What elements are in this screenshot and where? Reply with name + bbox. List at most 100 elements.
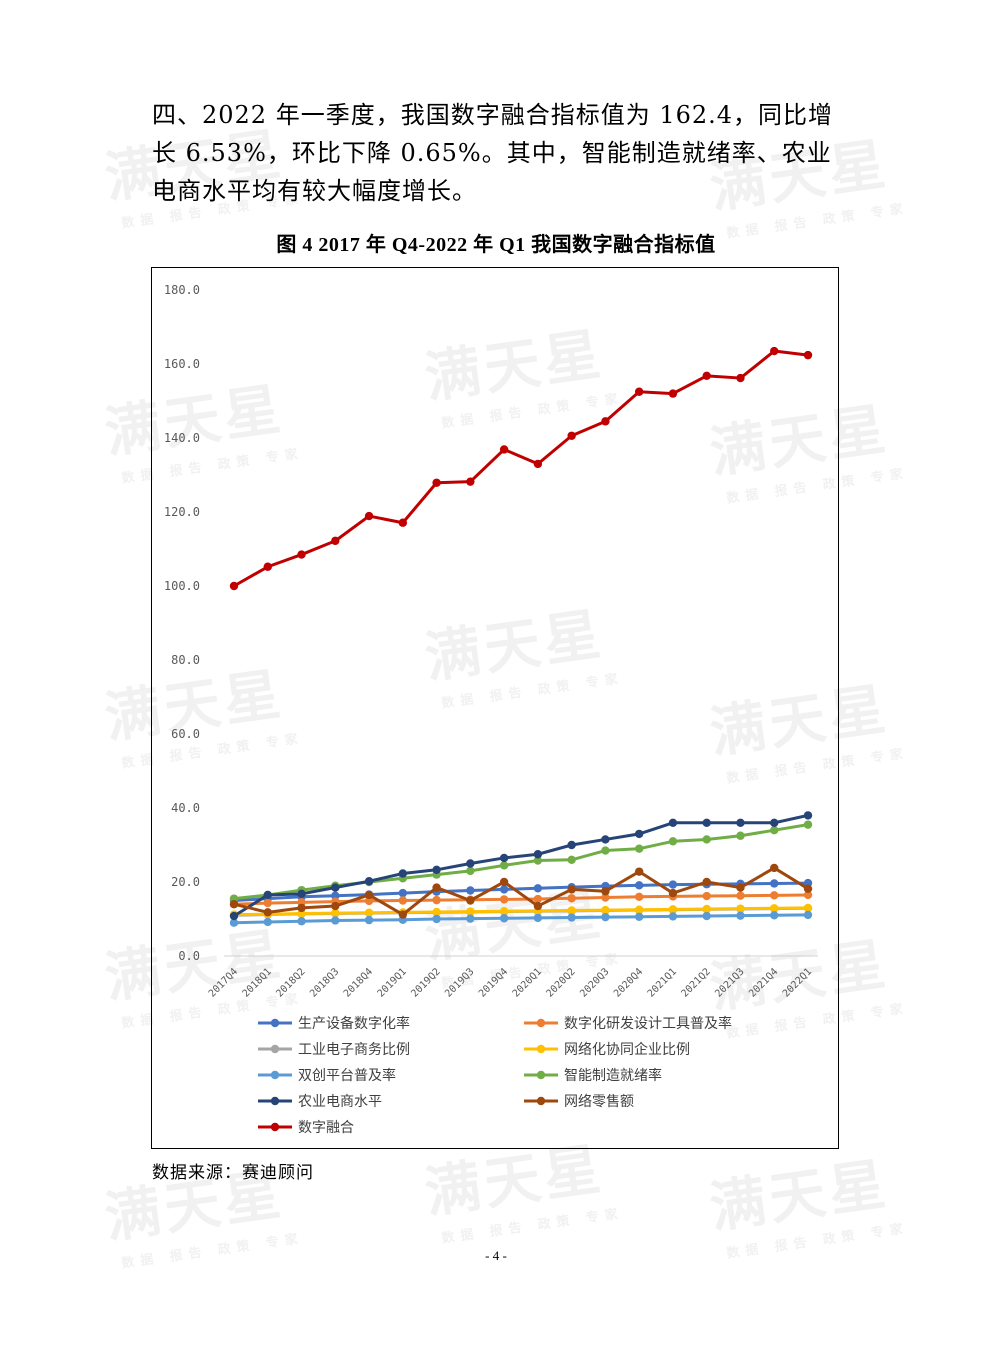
data-point [668,888,678,898]
legend-entry: 生产设备数字化率 [298,1015,410,1032]
data-point [567,913,576,922]
data-point [297,917,306,926]
data-point [499,445,509,454]
data-point [229,900,239,909]
data-point [466,886,475,895]
x-tick-label: 2019Q3 [443,966,476,999]
x-tick-label: 2020Q3 [578,966,611,999]
data-point [634,387,644,396]
data-point [634,829,644,839]
data-point [229,911,239,921]
data-point [770,818,779,827]
legend-entry: 网络零售额 [564,1094,634,1110]
data-point [398,910,408,919]
data-point [533,884,543,893]
data-point [432,478,441,487]
data-point [601,887,610,896]
y-tick-label: 60.0 [171,727,200,741]
data-point [297,903,306,913]
data-point [466,907,475,916]
data-point [499,907,509,916]
y-tick-label: 120.0 [164,505,200,519]
legend-swatch-marker [270,1018,280,1028]
data-point [736,891,745,900]
chart-frame: 0.0 20.0 40.0 60.0 80.0 100.0 120.0 140.0 160.0 1… [151,267,839,1149]
data-point [702,891,711,901]
body-paragraph: 四、2022 年一季度，我国数字融合指标值为 162.4，同比增长 6.53%，… [152,101,834,205]
legend-entry: 双创平台普及率 [298,1067,396,1084]
y-tick-label: 0.0 [178,949,200,963]
data-point [736,904,745,913]
data-point [263,898,272,908]
data-point [803,884,813,893]
x-tick-label: 2020Q2 [544,966,577,999]
data-point [702,818,711,827]
data-point [601,835,610,844]
legend-entry: 数字化研发设计工具普及率 [564,1015,732,1032]
data-point [668,389,678,398]
data-point [736,373,745,383]
x-tick-label: 2020Q4 [612,966,645,999]
data-point [364,908,374,917]
data-point [668,818,678,827]
data-point [432,907,441,917]
data-point [601,912,610,922]
data-point [770,904,779,913]
data-point [634,905,644,914]
data-point [601,905,610,915]
data-point [263,908,272,917]
data-point [499,914,509,923]
data-point [398,869,408,878]
data-point [466,859,475,868]
legend-swatch-marker [270,1070,280,1080]
data-point [770,911,779,920]
data-point [736,831,745,840]
data-point [567,906,576,915]
data-point [533,913,543,923]
data-point [364,890,374,900]
legend-entry: 工业电子商务比例 [298,1042,410,1058]
watermark: 满天星 数据 报告 政策 专家 [705,1151,910,1262]
x-tick-label: 2019Q2 [409,966,442,999]
data-point [770,826,779,835]
data-point [398,888,408,898]
series-line [233,349,809,588]
data-point [702,877,711,887]
data-point [263,562,272,571]
data-point [634,892,644,901]
data-point [601,417,610,426]
legend-swatch-marker [536,1044,546,1054]
series-line [233,813,809,918]
legend-entry: 网络化协同企业比例 [564,1041,690,1058]
data-point [803,910,813,920]
x-tick-label: 2019Q1 [376,966,409,999]
legend-swatch-marker [270,1096,280,1106]
data-point [601,846,610,855]
data-source: 数据来源：赛迪顾问 [152,1163,314,1183]
x-tick-label: 2017Q4 [207,966,240,999]
y-tick-label: 100.0 [164,579,200,593]
data-point [331,891,340,900]
x-tick-label: 2018Q1 [241,966,274,999]
x-tick-label: 2020Q1 [511,966,544,999]
y-tick-label: 180.0 [164,283,200,297]
data-point [668,905,678,914]
data-point [432,883,441,892]
data-point [364,896,374,906]
data-point [668,837,678,846]
data-point [297,889,306,899]
data-point [229,581,239,591]
data-point [770,891,779,900]
x-tick-label: 2021Q4 [747,966,780,999]
x-tick-label: 2018Q4 [342,966,375,999]
data-point [770,346,779,356]
data-point [702,904,711,914]
series-line [233,823,809,901]
y-tick-label: 140.0 [164,431,200,445]
series-line [233,906,809,917]
x-tick-label: 2018Q2 [274,966,307,999]
x-tick-label: 2021Q3 [713,966,746,999]
data-point [364,877,374,886]
data-point [331,901,340,911]
data-point [229,918,239,927]
